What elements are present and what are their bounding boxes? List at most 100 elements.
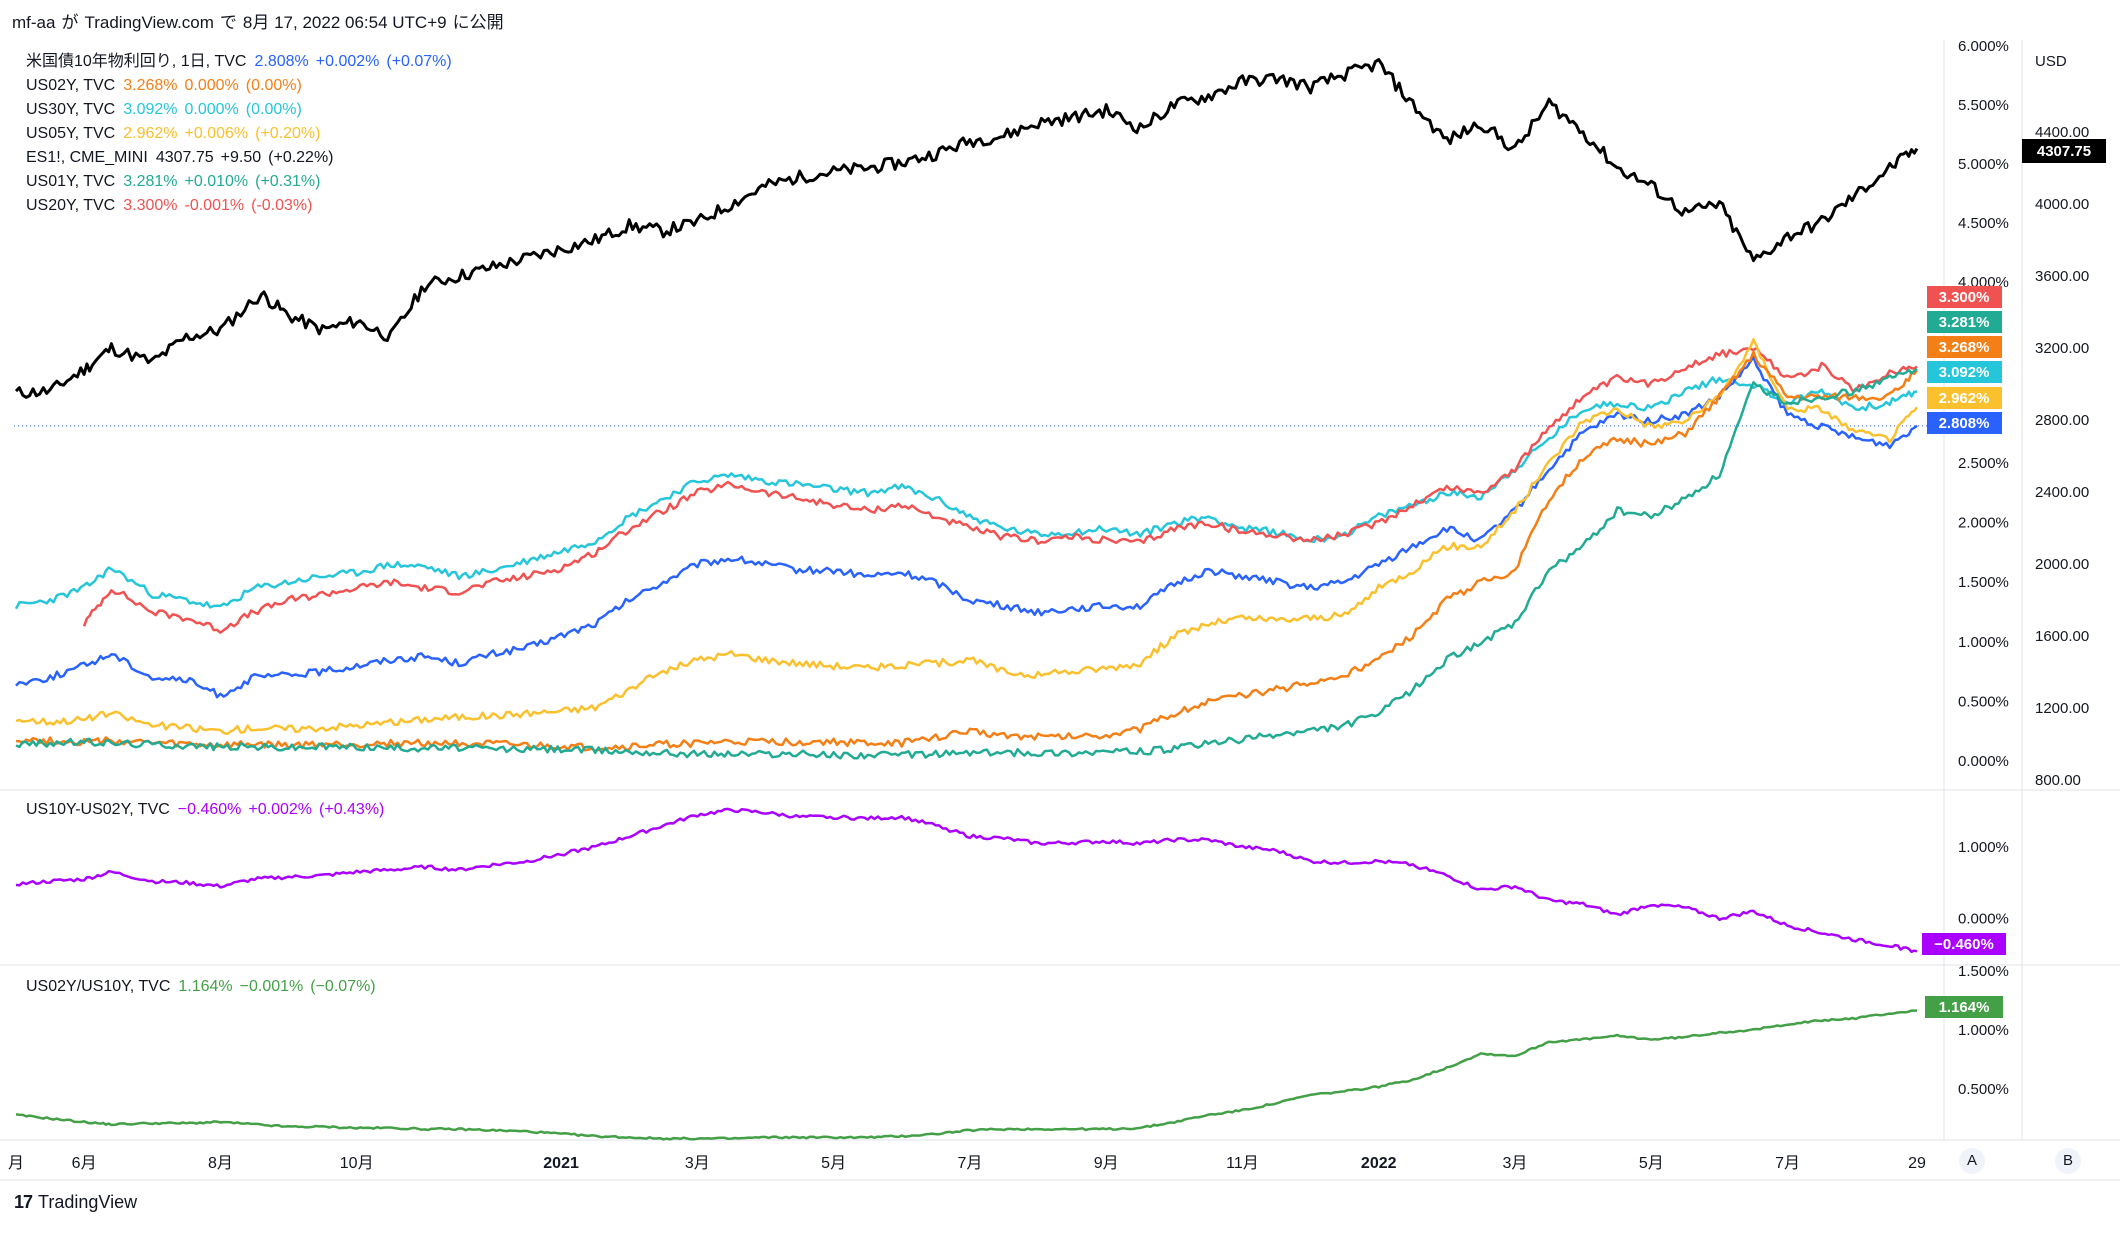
- x-axis-tick: 11月: [1226, 1155, 1259, 1172]
- series-line-us20y: [82, 346, 1918, 634]
- left-axis-tick: 0.500%: [1958, 693, 2009, 710]
- legend-row-es1[interactable]: ES1!, CME_MINI 4307.75 +9.50 (+0.22%): [26, 146, 459, 170]
- ratio-last: 1.164%: [178, 978, 233, 995]
- legend-row-us05y[interactable]: US05Y, TVC 2.962% +0.006% (+0.20%): [26, 122, 459, 146]
- author-name[interactable]: mf-aa: [12, 13, 56, 32]
- legend-last: 3.092%: [123, 101, 178, 118]
- price-tag: [1927, 361, 2002, 383]
- legend-row-us02y[interactable]: US02Y, TVC 3.268% 0.000% (0.00%): [26, 74, 459, 98]
- spread-symbol[interactable]: US10Y-US02Y, TVC: [26, 801, 170, 818]
- ratio-axis-tick: 0.500%: [1958, 1081, 2009, 1098]
- price-tag-text: 3.268%: [1939, 339, 1990, 356]
- spread-pct: (+0.43%): [319, 801, 385, 818]
- ratio-price-tag-text: 1.164%: [1939, 999, 1990, 1016]
- legend-last: 3.281%: [123, 173, 178, 190]
- legend-pct: (0.00%): [245, 101, 302, 118]
- price-tag-text: 2.808%: [1939, 415, 1990, 432]
- legend-change: 0.000%: [184, 101, 239, 118]
- spread-price-tag: [1922, 933, 2006, 955]
- legend-last: 2.808%: [254, 53, 309, 70]
- b-scale-button[interactable]: B: [2055, 1148, 2081, 1174]
- ratio-legend: US02Y/US10Y, TVC 1.164% −0.001% (−0.07%): [26, 975, 383, 999]
- x-axis-tick: 8月: [208, 1155, 233, 1172]
- left-axis-tick: 5.000%: [1958, 156, 2009, 173]
- x-axis-tick: 3月: [1503, 1155, 1528, 1172]
- legend-pct: (+0.20%): [255, 125, 321, 142]
- legend-row-us20y[interactable]: US20Y, TVC 3.300% -0.001% (-0.03%): [26, 194, 459, 218]
- spread-price-tag-text: −0.460%: [1934, 936, 1994, 953]
- price-labels: 3.300% 3.281% 3.268% 3.092% 2.962% 2.808% 4307…: [1922, 139, 2106, 1018]
- ratio-axis-tick: 1.500%: [1958, 963, 2009, 980]
- legend-last: 3.268%: [123, 77, 178, 94]
- publish-datetime: 8月 17, 2022 06:54 UTC+9: [242, 13, 447, 32]
- x-axis-tick: 7月: [957, 1155, 982, 1172]
- header-particle-de: で: [219, 13, 237, 32]
- chart-grid: [0, 40, 2120, 1181]
- ratio-axis-tick: 1.000%: [1958, 1022, 2009, 1039]
- legend-pct: (-0.03%): [251, 197, 313, 214]
- left-axis-tick: 1.000%: [1958, 634, 2009, 651]
- right-axis-tick: 3600.00: [2035, 268, 2089, 285]
- left-axis-tick: 2.000%: [1958, 515, 2009, 532]
- tradingview-logo-icon[interactable]: 17: [14, 1192, 33, 1212]
- x-axis-tick: 5月: [821, 1155, 846, 1172]
- series-line-us30y: [14, 376, 1918, 610]
- legend-row-us30y[interactable]: US30Y, TVC 3.092% 0.000% (0.00%): [26, 98, 459, 122]
- footer-brand[interactable]: TradingView: [38, 1192, 138, 1212]
- series-line-spread: [15, 807, 1918, 954]
- price-tag: [1927, 286, 2002, 308]
- chart-axes: 6.000%5.500%5.000%4.500%4.000%2.500%2.00…: [8, 38, 2089, 1172]
- es-price-tag-text: 4307.75: [2037, 143, 2091, 160]
- legend-symbol: US02Y, TVC: [26, 77, 116, 94]
- x-axis-tick: 10月: [340, 1155, 374, 1172]
- ratio-symbol[interactable]: US02Y/US10Y, TVC: [26, 978, 171, 995]
- x-axis-tick: 6月: [72, 1155, 97, 1172]
- legend-pct: (+0.07%): [386, 53, 452, 70]
- price-tag: [1927, 311, 2002, 333]
- legend-symbol: 米国債10年物利回り, 1日, TVC: [26, 53, 247, 70]
- es-price-tag: [2022, 139, 2106, 163]
- right-axis-unit: USD: [2035, 53, 2067, 70]
- x-axis-tick: 2022: [1361, 1155, 1397, 1172]
- spread-change: +0.002%: [248, 801, 313, 818]
- x-axis-tick: 月: [8, 1155, 24, 1172]
- spread-axis-tick: 0.000%: [1958, 910, 2009, 927]
- ratio-change: −0.001%: [239, 978, 304, 995]
- series-line-es1: [14, 58, 1919, 399]
- spread-legend: US10Y-US02Y, TVC −0.460% +0.002% (+0.43%): [26, 798, 391, 822]
- series-line-us05y: [15, 338, 1918, 736]
- header-particle: が: [61, 13, 79, 32]
- x-axis-tick: 5月: [1639, 1155, 1664, 1172]
- legend-change: -0.001%: [184, 197, 245, 214]
- spread-axis-tick: 1.000%: [1958, 839, 2009, 856]
- legend-row-us01y[interactable]: US01Y, TVC 3.281% +0.010% (+0.31%): [26, 170, 459, 194]
- price-tag: [1927, 387, 2002, 409]
- right-axis-tick: 4000.00: [2035, 196, 2089, 213]
- footer: 17 TradingView: [14, 1192, 137, 1213]
- chart-header: mf-aa が TradingView.com で 8月 17, 2022 06:54 …: [12, 8, 510, 33]
- ratio-price-tag: [1925, 996, 2003, 1018]
- legend-pct: (+0.31%): [255, 173, 321, 190]
- left-axis-tick: 1.500%: [1958, 574, 2009, 591]
- x-axis-tick: 29: [1908, 1155, 1926, 1172]
- legend-row-us10y[interactable]: 米国債10年物利回り, 1日, TVC 2.808% +0.002% (+0.07%): [26, 50, 459, 74]
- legend-change: +0.006%: [184, 125, 249, 142]
- legend-symbol: US30Y, TVC: [26, 101, 116, 118]
- auto-scale-button[interactable]: A: [1959, 1148, 1985, 1174]
- price-tag: [1927, 336, 2002, 358]
- right-axis-tick: 1200.00: [2035, 700, 2089, 717]
- x-axis-tick: 7月: [1775, 1155, 1800, 1172]
- chart-series: [14, 58, 1919, 1141]
- left-axis-tick: 6.000%: [1958, 38, 2009, 55]
- spread-last: −0.460%: [177, 801, 242, 818]
- legend-pct: (+0.22%): [268, 149, 334, 166]
- price-tag-text: 3.092%: [1939, 364, 1990, 381]
- legend-pct: (0.00%): [245, 77, 302, 94]
- legend-symbol: US20Y, TVC: [26, 197, 116, 214]
- site-name[interactable]: TradingView.com: [84, 13, 214, 32]
- x-axis-tick: 9月: [1094, 1155, 1119, 1172]
- legend-change: +0.010%: [184, 173, 249, 190]
- right-axis-tick: 4400.00: [2035, 124, 2089, 141]
- right-axis-tick: 2800.00: [2035, 412, 2089, 429]
